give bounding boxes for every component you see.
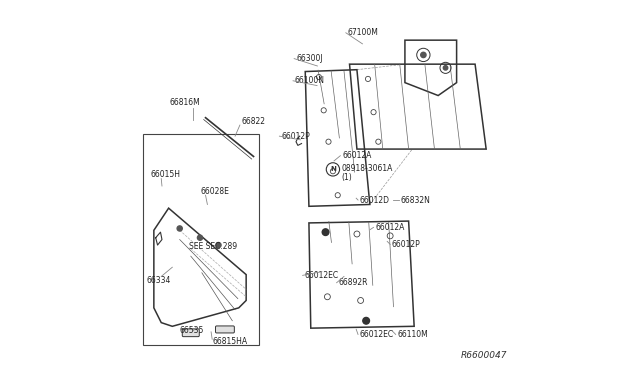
Circle shape [363, 317, 369, 324]
Text: 66012P: 66012P [281, 132, 310, 141]
Text: 66012D: 66012D [360, 196, 390, 205]
Text: (1): (1) [341, 173, 352, 182]
Circle shape [216, 243, 221, 248]
Text: 66535: 66535 [180, 326, 204, 335]
Text: SEE SEC.289: SEE SEC.289 [189, 243, 237, 251]
Text: 66822: 66822 [241, 117, 266, 126]
Text: R6600047: R6600047 [460, 351, 507, 360]
FancyBboxPatch shape [182, 329, 199, 337]
Circle shape [444, 65, 448, 70]
Text: 66012EC: 66012EC [305, 271, 339, 280]
Text: 67100M: 67100M [348, 28, 379, 37]
Text: 66012A: 66012A [376, 223, 404, 232]
Text: 66816M: 66816M [170, 99, 200, 108]
Text: 66334: 66334 [147, 276, 171, 285]
Text: 66028E: 66028E [200, 187, 229, 196]
FancyBboxPatch shape [216, 326, 234, 333]
Text: 66815HA: 66815HA [213, 337, 248, 346]
Circle shape [420, 52, 426, 58]
Text: 66832N: 66832N [401, 196, 430, 205]
Text: 66110M: 66110M [397, 330, 428, 339]
Text: 66100N: 66100N [295, 76, 325, 85]
Text: 66892R: 66892R [339, 278, 368, 287]
Text: 66015H: 66015H [150, 170, 180, 179]
Circle shape [197, 235, 203, 240]
Text: 66012P: 66012P [392, 240, 420, 249]
Circle shape [177, 226, 182, 231]
Circle shape [322, 229, 329, 235]
Text: 08918-3061A: 08918-3061A [341, 164, 393, 173]
Text: 66012A: 66012A [342, 151, 372, 160]
Text: N: N [330, 166, 336, 172]
Bar [143, 134, 259, 345]
Text: 66300J: 66300J [296, 54, 323, 63]
Text: 66012EC: 66012EC [360, 330, 394, 339]
